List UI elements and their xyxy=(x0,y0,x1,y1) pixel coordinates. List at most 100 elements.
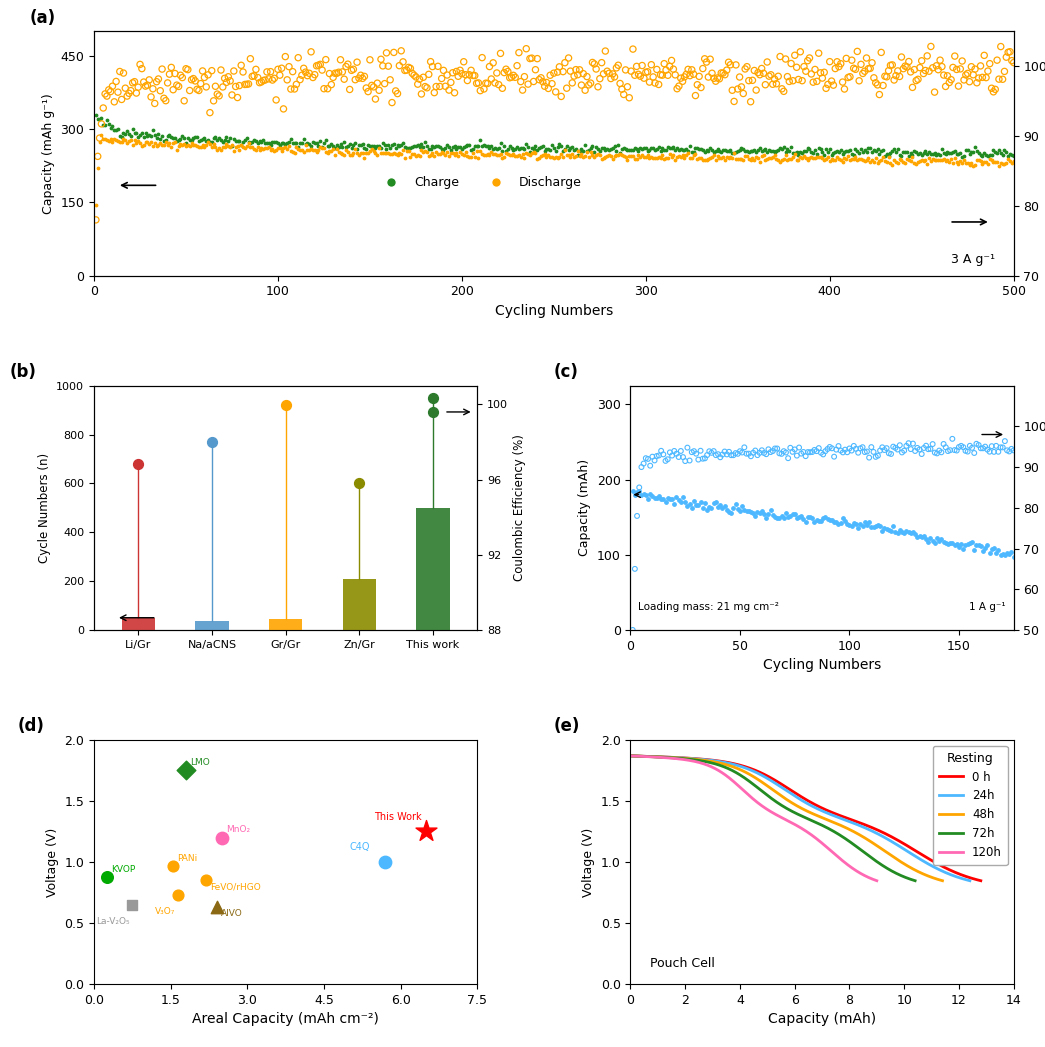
Point xyxy=(884,57,901,73)
Point xyxy=(887,153,904,170)
Point xyxy=(850,519,866,536)
Point xyxy=(876,519,892,536)
Point xyxy=(657,141,674,158)
Point xyxy=(691,68,707,85)
Point xyxy=(665,139,681,156)
Point xyxy=(219,138,236,155)
Point xyxy=(707,73,724,90)
Point xyxy=(485,54,502,71)
Point xyxy=(405,146,422,162)
Point xyxy=(534,73,551,90)
Point xyxy=(637,149,654,165)
Point xyxy=(757,152,773,169)
Point xyxy=(606,148,623,164)
Point xyxy=(786,506,803,522)
Point xyxy=(367,139,384,156)
Point xyxy=(320,144,336,161)
Point xyxy=(775,510,792,527)
Point xyxy=(838,150,855,166)
Point xyxy=(633,140,650,157)
Point xyxy=(340,137,356,154)
Point xyxy=(292,71,308,88)
Point xyxy=(799,152,816,169)
Point xyxy=(677,452,694,469)
Point xyxy=(897,155,913,172)
Point xyxy=(863,144,880,161)
Point xyxy=(381,71,398,88)
Point xyxy=(831,59,847,75)
Text: Loading mass: 21 mg cm⁻²: Loading mass: 21 mg cm⁻² xyxy=(638,602,779,612)
Point xyxy=(998,49,1015,66)
Point xyxy=(918,62,934,79)
Point xyxy=(306,66,323,83)
Point xyxy=(784,506,800,522)
Point xyxy=(746,151,763,168)
Point xyxy=(282,131,299,148)
Point xyxy=(1001,545,1018,562)
Point xyxy=(939,144,956,161)
Point xyxy=(957,142,974,159)
Point xyxy=(93,115,110,132)
Point xyxy=(412,148,428,164)
Point xyxy=(655,490,672,507)
Point xyxy=(836,143,853,160)
0 h xyxy=(833,809,845,822)
Point xyxy=(948,61,965,77)
Point xyxy=(869,447,886,464)
Point xyxy=(841,516,858,533)
Y-axis label: Capacity (mAh g⁻¹): Capacity (mAh g⁻¹) xyxy=(42,93,55,214)
Point xyxy=(338,142,354,159)
Point xyxy=(971,152,988,169)
Point xyxy=(228,132,245,149)
Point xyxy=(707,447,724,464)
Point xyxy=(915,144,932,161)
Point xyxy=(803,149,819,165)
Point xyxy=(108,122,124,139)
Point xyxy=(794,150,811,166)
Point xyxy=(837,513,854,530)
Point xyxy=(893,444,910,461)
Point xyxy=(426,148,443,164)
Point xyxy=(451,62,468,79)
Point xyxy=(821,140,838,157)
Point xyxy=(1003,155,1020,172)
Point xyxy=(886,152,903,169)
Point xyxy=(873,142,889,159)
Point xyxy=(674,141,691,158)
Point xyxy=(977,539,994,556)
Point xyxy=(364,140,380,157)
Point xyxy=(659,150,676,166)
Point xyxy=(922,529,938,545)
Point xyxy=(541,67,558,84)
Point xyxy=(625,41,642,58)
Point xyxy=(297,137,314,154)
Point xyxy=(253,133,270,150)
Point xyxy=(913,529,930,545)
Point xyxy=(630,147,647,163)
Point xyxy=(702,51,719,68)
Point xyxy=(807,142,823,159)
Point xyxy=(675,489,692,506)
Point xyxy=(378,140,395,157)
Point xyxy=(173,69,190,86)
Point xyxy=(884,156,901,173)
Point xyxy=(669,81,686,97)
Point xyxy=(681,150,698,166)
Point xyxy=(849,152,865,169)
Point xyxy=(113,91,130,108)
Point xyxy=(204,433,220,450)
Point xyxy=(678,147,695,163)
Point xyxy=(805,144,821,161)
Point xyxy=(95,116,112,133)
Point xyxy=(819,511,836,528)
X-axis label: Cycling Numbers: Cycling Numbers xyxy=(494,304,613,318)
Point xyxy=(533,139,550,156)
Point xyxy=(861,449,878,466)
Point xyxy=(321,137,338,154)
Point xyxy=(652,150,669,166)
Point xyxy=(429,146,446,162)
Point xyxy=(127,85,144,102)
Point xyxy=(878,520,895,537)
Point xyxy=(819,76,836,93)
Point xyxy=(851,144,867,161)
